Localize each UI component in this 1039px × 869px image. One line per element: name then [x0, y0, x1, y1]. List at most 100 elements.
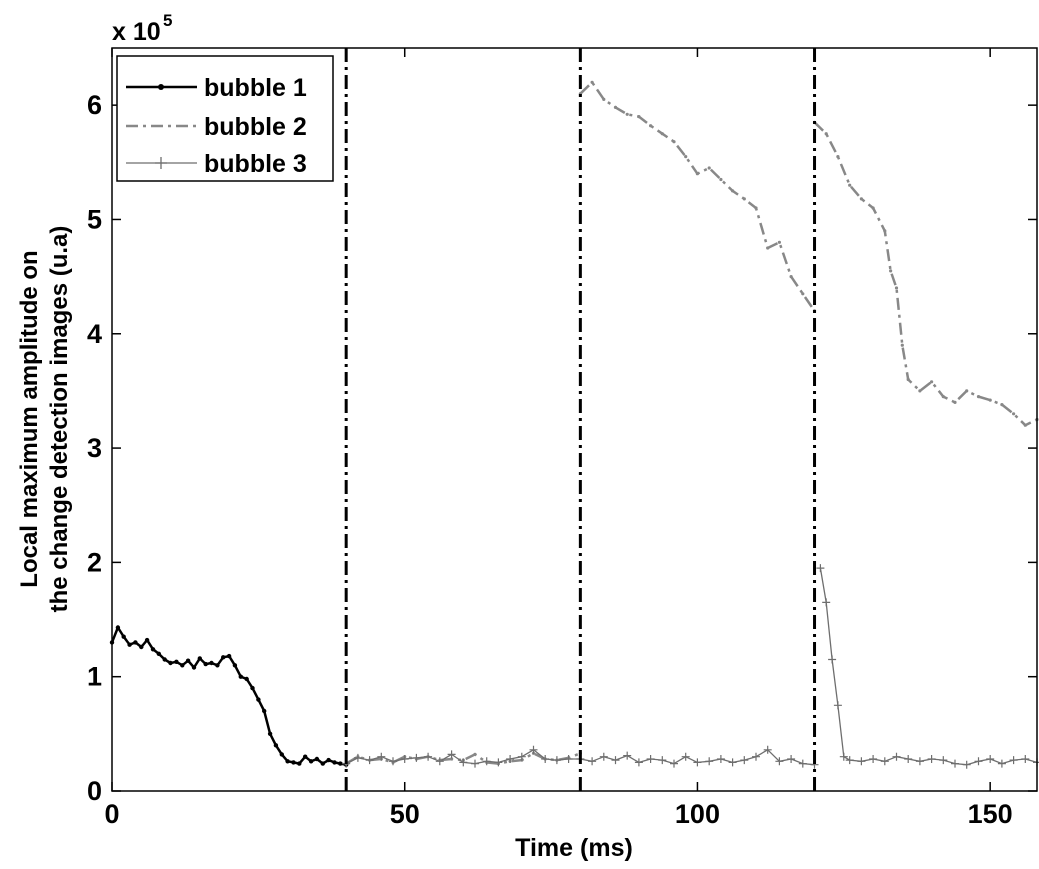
data-point-bubble-2 [613, 105, 618, 109]
data-point-bubble-3 [658, 756, 667, 765]
axis-ticks: 0 50 100 150 0 1 2 3 4 5 6 [87, 48, 1037, 829]
data-point-bubble-2 [894, 286, 899, 290]
y-tick-label: 0 [87, 776, 102, 806]
data-point-bubble-1 [150, 647, 156, 652]
data-point-bubble-3 [752, 752, 760, 761]
series-line-bubble-3 [345, 567, 1038, 766]
data-point-bubble-3 [962, 760, 971, 769]
legend-marker-bubble-3 [155, 157, 167, 169]
data-point-bubble-2 [801, 292, 805, 296]
data-point-bubble-3 [435, 757, 444, 766]
data-point-bubble-3 [588, 757, 597, 766]
data-point-bubble-1 [203, 661, 208, 667]
data-point-bubble-3 [798, 759, 807, 768]
data-point-bubble-1 [232, 663, 238, 668]
data-point-bubble-2 [859, 197, 864, 201]
data-point-bubble-2 [988, 398, 992, 402]
data-point-bubble-2 [965, 389, 969, 393]
data-point-bubble-2 [953, 400, 957, 404]
data-point-bubble-3 [400, 755, 409, 763]
data-point-bubble-3 [517, 752, 526, 761]
data-point-bubble-3 [599, 752, 608, 761]
data-point-bubble-3 [529, 745, 538, 754]
data-point-bubble-3 [1033, 758, 1039, 767]
y-tick-label: 2 [87, 547, 102, 577]
data-point-bubble-3 [927, 755, 936, 763]
data-point-bubble-3 [787, 755, 796, 763]
data-point-bubble-1 [250, 685, 255, 691]
x-axis-label: Time (ms) [515, 834, 633, 862]
legend: bubble 1 bubble 2 bubble 3 [116, 55, 334, 182]
data-point-bubble-2 [777, 240, 782, 244]
data-point-bubble-1 [303, 754, 308, 759]
legend-label-bubble-1: bubble 1 [204, 74, 307, 102]
data-point-bubble-2 [976, 395, 981, 399]
data-point-bubble-3 [951, 759, 959, 768]
data-point-bubble-3 [681, 752, 690, 761]
data-point-bubble-3 [611, 756, 620, 765]
data-point-bubble-1 [279, 752, 284, 757]
data-point-bubble-1 [267, 731, 273, 736]
data-point-bubble-3 [634, 758, 643, 767]
data-point-bubble-3 [424, 752, 433, 761]
data-point-bubble-2 [941, 395, 945, 399]
data-point-bubble-3 [740, 756, 749, 765]
data-point-bubble-3 [353, 753, 362, 762]
data-point-bubble-3 [857, 757, 866, 766]
data-point-bubble-3 [471, 759, 479, 768]
data-point-bubble-1 [139, 644, 144, 650]
legend-marker-bubble-1 [158, 84, 164, 90]
data-point-bubble-3 [541, 755, 550, 763]
data-point-bubble-3 [816, 564, 825, 573]
data-point-bubble-2 [684, 155, 688, 159]
data-point-bubble-3 [880, 757, 889, 766]
data-point-bubble-3 [775, 757, 784, 766]
data-point-bubble-3 [822, 598, 831, 607]
legend-label-bubble-3: bubble 3 [204, 150, 307, 178]
data-point-bubble-2 [590, 80, 594, 84]
data-point-bubble-2 [473, 752, 477, 757]
data-point-bubble-1 [285, 759, 290, 764]
data-point-bubble-2 [754, 206, 758, 210]
y-tick-label: 1 [87, 662, 102, 692]
y-axis-label-line-1: Local maximum amplitude on [16, 250, 43, 587]
data-point-bubble-3 [869, 755, 878, 763]
data-point-bubble-1 [226, 653, 232, 659]
series-line-bubble-2 [345, 81, 1038, 765]
data-point-bubble-2 [930, 380, 934, 384]
data-point-bubble-1 [197, 656, 202, 661]
data-point-bubble-3 [845, 756, 854, 765]
data-point-bubble-1 [273, 743, 279, 748]
data-point-bubble-3 [915, 757, 924, 766]
data-point-bubble-1 [332, 760, 337, 765]
data-point-bubble-1 [262, 708, 267, 714]
data-point-bubble-1 [238, 674, 243, 679]
data-point-bubble-1 [326, 757, 331, 763]
legend-box [116, 55, 334, 182]
x-tick-label: 100 [675, 799, 720, 829]
data-point-bubble-1 [320, 761, 325, 766]
data-point-bubble-1 [338, 761, 343, 766]
data-point-bubble-2 [1023, 423, 1027, 427]
data-point-bubble-1 [121, 634, 126, 639]
y-tick-label: 5 [87, 204, 102, 234]
data-point-bubble-2 [672, 140, 676, 144]
x-tick-label: 150 [968, 799, 1013, 829]
data-point-bubble-1 [308, 759, 314, 764]
data-point-bubble-3 [693, 758, 702, 767]
data-point-bubble-3 [412, 753, 421, 762]
data-point-bubble-3 [997, 759, 1006, 768]
data-point-bubble-2 [649, 124, 653, 128]
y-tick-label: 4 [87, 319, 102, 349]
plot-frame [111, 47, 1038, 792]
data-point-bubble-3 [459, 758, 468, 767]
data-point-bubble-1 [221, 655, 226, 660]
plot-area [109, 48, 1039, 791]
data-point-bubble-1 [156, 651, 161, 656]
data-point-bubble-2 [1000, 403, 1004, 407]
data-point-bubble-3 [833, 701, 842, 710]
data-point-bubble-1 [297, 761, 302, 766]
data-point-bubble-1 [168, 660, 173, 666]
data-point-bubble-3 [892, 752, 901, 761]
